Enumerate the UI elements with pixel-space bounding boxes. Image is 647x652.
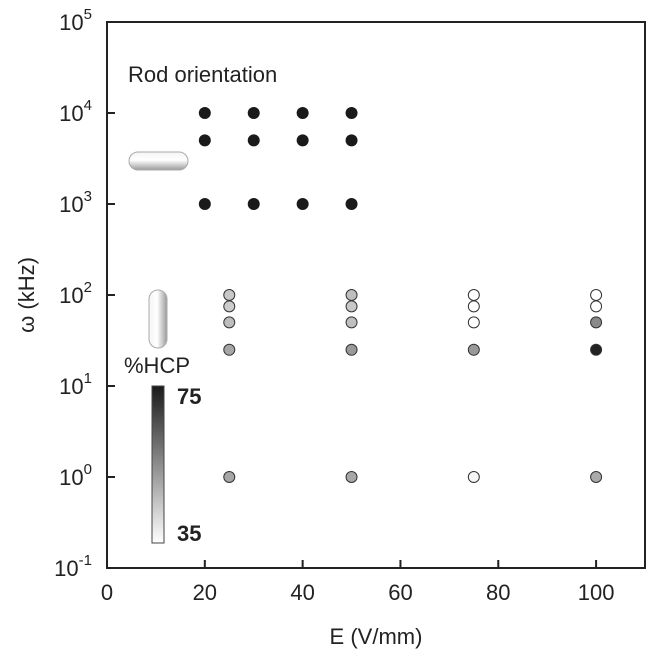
data-point — [247, 198, 260, 210]
data-point — [590, 289, 603, 301]
data-point — [247, 134, 260, 147]
data-point — [590, 300, 603, 313]
y-tick-label: 100 — [59, 461, 92, 490]
data-point — [198, 198, 211, 210]
y-tick-label: 10-1 — [54, 552, 92, 581]
data-point — [590, 316, 603, 329]
y-tick-label: 101 — [59, 370, 92, 399]
y-tick-base: 10 — [59, 192, 83, 217]
colorbar — [151, 385, 165, 544]
x-tick-label: 60 — [388, 580, 412, 605]
data-point — [345, 316, 358, 329]
data-point — [198, 107, 211, 119]
data-point — [296, 198, 309, 210]
data-point — [223, 343, 236, 356]
data-point — [345, 343, 358, 356]
data-point — [467, 289, 480, 301]
data-point — [345, 134, 358, 147]
y-tick-exponent: 1 — [84, 370, 92, 387]
data-point — [467, 471, 480, 483]
y-tick-exponent: 5 — [84, 6, 92, 23]
y-tick-base: 10 — [59, 283, 83, 308]
y-tick-base: 10 — [59, 465, 83, 490]
data-point — [247, 107, 260, 119]
data-point — [345, 471, 358, 483]
annotation: Rod orientation — [128, 62, 277, 87]
x-axis-label: E (V/mm) — [330, 624, 423, 649]
y-tick-base: 10 — [59, 101, 83, 126]
y-tick-label: 104 — [59, 97, 92, 126]
rod-icon-vertical — [148, 289, 168, 349]
data-point — [345, 300, 358, 313]
y-tick-label: 102 — [59, 279, 92, 308]
y-tick-exponent: -1 — [79, 552, 92, 569]
data-point — [198, 134, 211, 147]
y-tick-base: 10 — [59, 374, 83, 399]
data-point — [296, 107, 309, 119]
x-tick-label: 80 — [486, 580, 510, 605]
rod-icon-horizontal — [128, 151, 189, 171]
data-point — [467, 316, 480, 329]
y-tick-exponent: 3 — [84, 188, 92, 205]
data-point — [223, 316, 236, 329]
data-point — [345, 289, 358, 301]
x-tick-label: 40 — [290, 580, 314, 605]
y-tick-base: 10 — [59, 10, 83, 35]
y-tick-exponent: 0 — [84, 461, 92, 478]
data-point — [590, 343, 603, 356]
data-point — [467, 300, 480, 313]
colorbar-tick-label: 35 — [177, 521, 201, 546]
colorbar-label: %HCP — [124, 353, 190, 378]
x-tick-label: 20 — [193, 580, 217, 605]
y-tick-base: 10 — [54, 556, 78, 581]
data-point — [345, 107, 358, 119]
y-tick-exponent: 4 — [84, 97, 92, 114]
data-point — [590, 471, 603, 483]
y-tick-label: 105 — [59, 6, 92, 35]
data-point — [223, 300, 236, 313]
y-axis-label: ω (kHz) — [14, 257, 39, 333]
y-tick-exponent: 2 — [84, 279, 92, 296]
data-point — [467, 343, 480, 356]
y-tick-label: 103 — [59, 188, 92, 217]
x-tick-label: 100 — [578, 580, 615, 605]
x-tick-label: 0 — [101, 580, 113, 605]
plot-frame — [106, 21, 646, 569]
data-point — [223, 289, 236, 301]
data-point — [345, 198, 358, 210]
data-point — [223, 471, 236, 483]
data-point — [296, 134, 309, 147]
colorbar-tick-label: 75 — [177, 384, 201, 409]
